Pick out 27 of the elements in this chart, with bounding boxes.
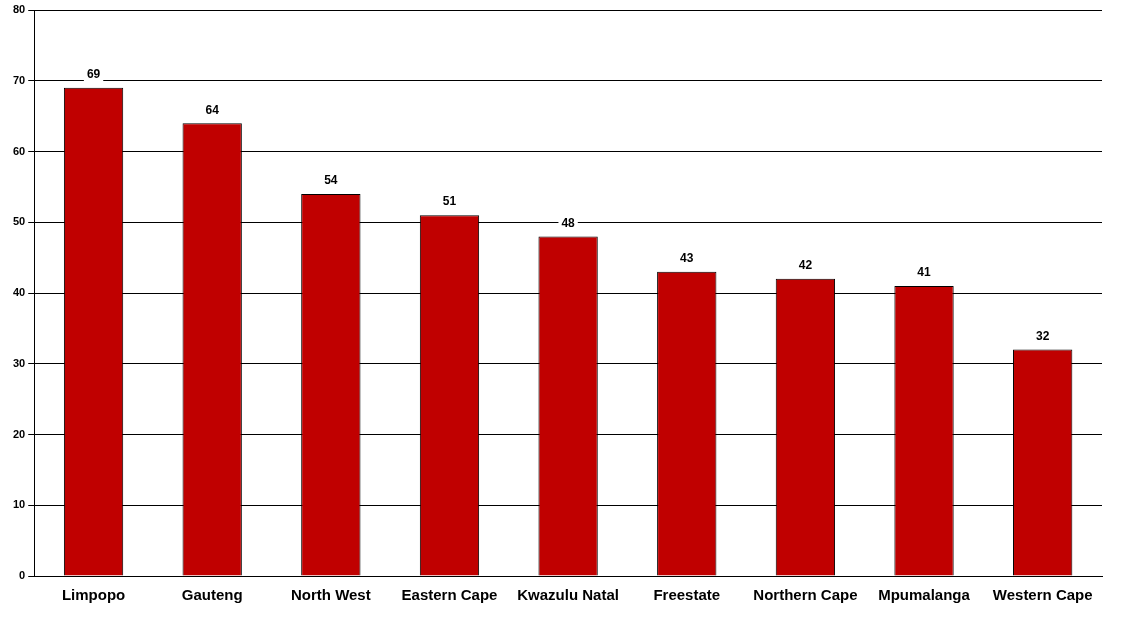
data-label: 48	[561, 215, 576, 230]
data-label: 43	[680, 251, 694, 266]
x-tick-label: Limpopo	[61, 586, 126, 604]
x-tick-label: Kwazulu Natal	[517, 586, 619, 604]
data-label: 51	[442, 194, 457, 209]
y-tick-label: 40	[12, 286, 26, 299]
y-tick-label: 20	[12, 427, 26, 440]
y-tick-label: 70	[12, 73, 26, 86]
y-tick-label: 10	[12, 498, 26, 511]
y-tick-label: 80	[12, 3, 26, 16]
x-tick-label: Eastern Cape	[401, 586, 498, 604]
y-tick-label: 50	[12, 215, 26, 228]
y-tick-label: 60	[12, 144, 26, 157]
y-tick-label: 30	[12, 356, 26, 369]
x-tick-label: Freestate	[653, 586, 721, 604]
x-tick-label: Gauteng	[181, 586, 243, 604]
x-tick-label: Mpumalanga	[878, 586, 971, 604]
data-label: 41	[917, 265, 932, 280]
data-label: 32	[1036, 328, 1050, 343]
data-label: 69	[86, 67, 101, 82]
data-label: 42	[798, 258, 813, 273]
x-tick-label: Northern Cape	[753, 586, 858, 604]
y-tick-label: 0	[19, 569, 26, 582]
x-tick-label: North West	[290, 586, 371, 604]
data-label: 64	[205, 102, 220, 117]
x-tick-label: Western Cape	[992, 586, 1093, 604]
data-label: 54	[324, 173, 338, 188]
